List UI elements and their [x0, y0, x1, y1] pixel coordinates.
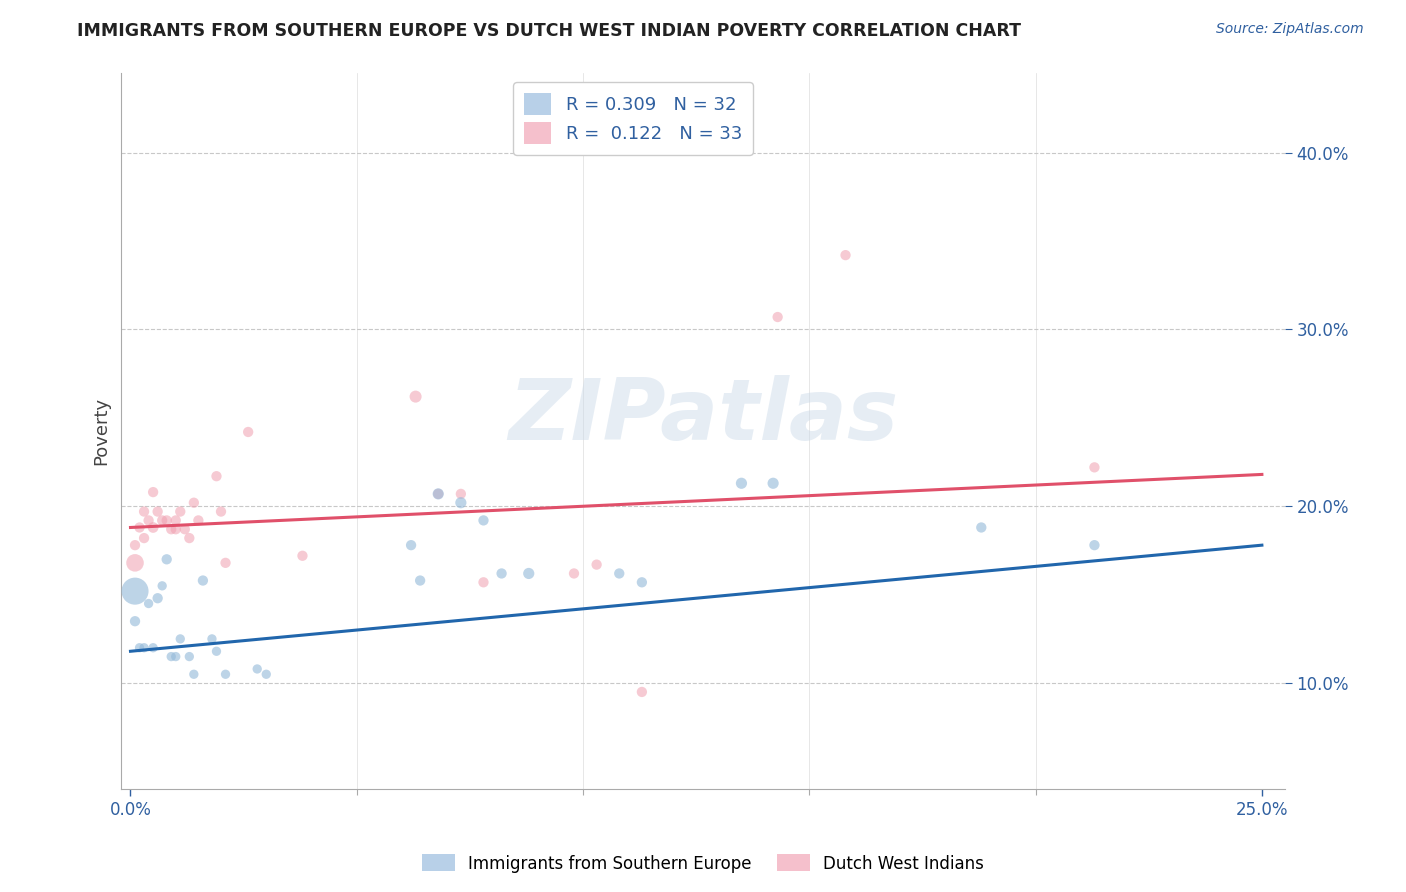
Point [124, 556, 146, 570]
Point [173, 522, 195, 536]
Point [254, 667, 277, 681]
Point [399, 538, 422, 552]
Point [450, 487, 472, 501]
Text: ZIPatlas: ZIPatlas [508, 376, 898, 458]
Legend: Immigrants from Southern Europe, Dutch West Indians: Immigrants from Southern Europe, Dutch W… [415, 847, 991, 880]
Point [562, 566, 585, 581]
Point [132, 505, 155, 519]
Point [187, 513, 209, 527]
Point [138, 513, 160, 527]
Point [138, 597, 160, 611]
Point [209, 505, 232, 519]
Point [214, 556, 236, 570]
Point [631, 575, 654, 590]
Point [1083, 460, 1105, 475]
Point [1083, 538, 1105, 552]
Point [246, 662, 269, 676]
Point [160, 649, 183, 664]
Point [291, 549, 314, 563]
Point [150, 579, 173, 593]
Point [146, 591, 169, 606]
Point [183, 496, 205, 510]
Point [146, 505, 169, 519]
Point [607, 566, 630, 581]
Y-axis label: Poverty: Poverty [93, 397, 110, 465]
Point [156, 513, 179, 527]
Point [142, 520, 165, 534]
Point [236, 425, 259, 439]
Point [160, 522, 183, 536]
Point [179, 649, 201, 664]
Point [730, 476, 752, 491]
Point [472, 575, 495, 590]
Text: IMMIGRANTS FROM SOUTHERN EUROPE VS DUTCH WEST INDIAN POVERTY CORRELATION CHART: IMMIGRANTS FROM SOUTHERN EUROPE VS DUTCH… [77, 22, 1021, 40]
Point [156, 552, 179, 566]
Point [427, 487, 450, 501]
Point [124, 538, 146, 552]
Point [150, 513, 173, 527]
Point [585, 558, 607, 572]
Point [450, 496, 472, 510]
Point [124, 584, 146, 599]
Point [165, 513, 187, 527]
Point [179, 531, 201, 545]
Point [142, 640, 165, 655]
Point [201, 632, 224, 646]
Point [183, 667, 205, 681]
Point [142, 485, 165, 500]
Point [472, 513, 495, 527]
Point [205, 469, 228, 483]
Point [834, 248, 856, 262]
Text: Source: ZipAtlas.com: Source: ZipAtlas.com [1216, 22, 1364, 37]
Point [128, 640, 150, 655]
Point [205, 644, 228, 658]
Point [405, 390, 427, 404]
Point [427, 487, 450, 501]
Point [766, 310, 789, 324]
Point [191, 574, 214, 588]
Point [124, 614, 146, 628]
Point [762, 476, 785, 491]
Point [132, 640, 155, 655]
Point [169, 505, 191, 519]
Point [491, 566, 513, 581]
Point [631, 685, 654, 699]
Point [128, 520, 150, 534]
Point [165, 649, 187, 664]
Point [517, 566, 540, 581]
Point [132, 531, 155, 545]
Point [165, 522, 187, 536]
Point [970, 520, 993, 534]
Point [169, 632, 191, 646]
Point [409, 574, 432, 588]
Legend: R = 0.309   N = 32, R =  0.122   N = 33: R = 0.309 N = 32, R = 0.122 N = 33 [513, 82, 754, 155]
Point [214, 667, 236, 681]
